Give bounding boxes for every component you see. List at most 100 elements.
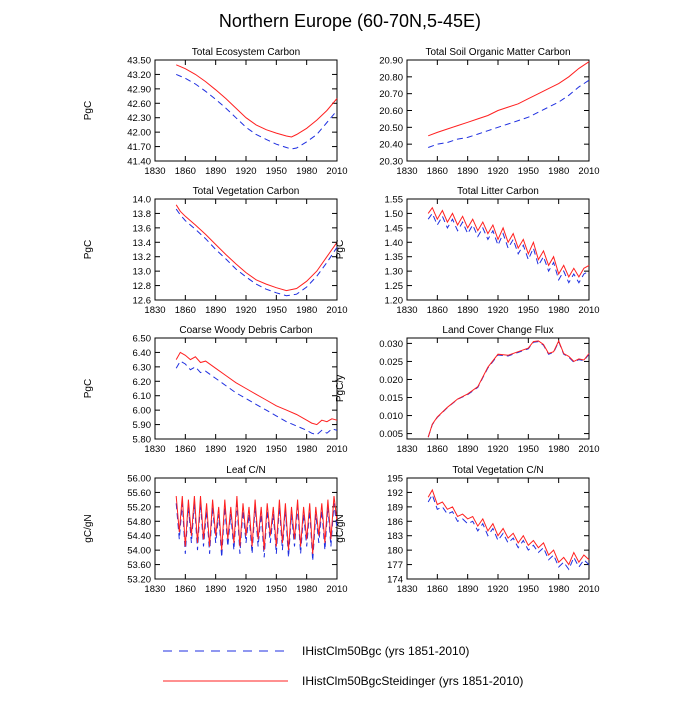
- x-tick-label: 1860: [427, 584, 448, 595]
- x-tick-label: 1890: [205, 444, 226, 455]
- x-tick-label: 1890: [205, 305, 226, 316]
- series-line-bgc: [427, 212, 590, 284]
- y-tick-label: 6.50: [133, 334, 152, 345]
- y-tick-label: 43.20: [127, 70, 151, 81]
- x-tick-label: 2010: [326, 584, 347, 595]
- legend-label-steidinger: IHistClm50BgcSteidinger (yrs 1851-2010): [302, 674, 523, 688]
- y-axis-label: gC/gN: [83, 514, 94, 542]
- panel-title: Land Cover Change Flux: [442, 325, 553, 336]
- y-tick-label: 14.0: [133, 195, 152, 206]
- y-tick-label: 6.40: [133, 348, 152, 359]
- y-tick-label: 1.30: [385, 267, 404, 278]
- panel-8: Total Vegetation C/N 1830 1860 1890 1920 1950…: [335, 465, 600, 595]
- x-tick-label: 1980: [548, 584, 569, 595]
- x-tick-label: 1890: [457, 584, 478, 595]
- x-tick-label: 1950: [518, 305, 539, 316]
- plot-frame: [406, 198, 590, 301]
- x-tick-label: 1830: [396, 166, 417, 177]
- y-tick-label: 1.55: [385, 195, 404, 206]
- y-tick-label: 43.50: [127, 56, 151, 67]
- series-line-bgc: [428, 79, 590, 148]
- series-line-bgc: [175, 360, 338, 436]
- y-tick-label: 13.4: [133, 238, 152, 249]
- y-tick-label: 12.8: [133, 281, 152, 292]
- y-tick-label: 13.8: [133, 209, 152, 220]
- x-tick-label: 1950: [518, 584, 539, 595]
- x-tick-label: 1950: [266, 305, 287, 316]
- panels: Total Ecosystem Carbon 1830 1860 1890 1920 19…: [83, 47, 600, 595]
- y-tick-label: 0.010: [379, 411, 403, 422]
- x-tick-label: 1830: [396, 444, 417, 455]
- y-tick-label: 6.20: [133, 377, 152, 388]
- y-tick-label: 0.030: [379, 339, 403, 350]
- y-tick-label: 13.6: [133, 223, 152, 234]
- panel-title: Total Ecosystem Carbon: [192, 47, 300, 58]
- y-tick-label: 180: [387, 546, 403, 557]
- series-line-steidinger: [427, 339, 590, 438]
- y-tick-label: 20.40: [379, 140, 403, 151]
- y-tick-label: 5.80: [133, 435, 152, 446]
- series-line-steidinger: [428, 61, 590, 137]
- y-tick-label: 1.40: [385, 238, 404, 249]
- y-tick-label: 20.60: [379, 106, 403, 117]
- plot-frame: [154, 198, 338, 301]
- y-tick-label: 41.70: [127, 142, 151, 153]
- y-tick-label: 55.60: [127, 488, 151, 499]
- y-tick-label: 20.70: [379, 89, 403, 100]
- x-tick-label: 2010: [326, 305, 347, 316]
- x-tick-label: 1980: [296, 584, 317, 595]
- y-tick-label: 6.30: [133, 362, 152, 373]
- y-tick-label: 1.50: [385, 209, 404, 220]
- x-tick-label: 1830: [396, 305, 417, 316]
- x-tick-label: 1920: [235, 444, 256, 455]
- x-tick-label: 1980: [296, 444, 317, 455]
- x-tick-label: 2010: [578, 444, 599, 455]
- x-tick-label: 1920: [235, 166, 256, 177]
- y-axis-label: PgC: [83, 379, 94, 398]
- x-tick-label: 1860: [175, 444, 196, 455]
- series-line-steidinger: [427, 206, 590, 278]
- y-tick-label: 13.2: [133, 252, 152, 263]
- y-tick-label: 56.00: [127, 474, 151, 485]
- x-tick-label: 1920: [235, 584, 256, 595]
- y-tick-label: 54.00: [127, 546, 151, 557]
- y-tick-label: 42.90: [127, 84, 151, 95]
- x-tick-label: 1890: [457, 166, 478, 177]
- y-axis-label: PgC: [83, 101, 94, 120]
- y-tick-label: 20.80: [379, 72, 403, 83]
- x-tick-label: 2010: [578, 305, 599, 316]
- x-tick-label: 1920: [235, 305, 256, 316]
- plot-frame: [154, 59, 338, 162]
- y-tick-label: 54.40: [127, 531, 151, 542]
- panel-title: Total Vegetation Carbon: [193, 186, 300, 197]
- panel-title: Leaf C/N: [226, 465, 265, 476]
- x-tick-label: 1830: [144, 305, 165, 316]
- plot-frame: [154, 477, 338, 580]
- y-tick-label: 1.45: [385, 223, 404, 234]
- series-line-steidinger: [427, 488, 590, 566]
- y-tick-label: 42.30: [127, 113, 151, 124]
- panel-title: Coarse Woody Debris Carbon: [179, 325, 312, 336]
- y-axis-label: PgC/y: [335, 375, 346, 402]
- y-tick-label: 1.20: [385, 296, 404, 307]
- y-tick-label: 12.6: [133, 296, 152, 307]
- y-tick-label: 6.10: [133, 391, 152, 402]
- y-tick-label: 186: [387, 517, 403, 528]
- series-line-steidinger: [175, 351, 338, 426]
- x-tick-label: 1980: [296, 305, 317, 316]
- x-tick-label: 1950: [266, 584, 287, 595]
- x-tick-label: 1860: [175, 166, 196, 177]
- x-tick-label: 1950: [266, 444, 287, 455]
- y-tick-label: 20.50: [379, 123, 403, 134]
- panel-7: Leaf C/N 1830 1860 1890 1920 1950 1980 2010 53.2…: [83, 465, 348, 595]
- y-tick-label: 0.005: [379, 429, 403, 440]
- panel-title: Total Soil Organic Matter Carbon: [425, 47, 570, 58]
- panel-6: Land Cover Change Flux 1830 1860 1890 1920 19…: [335, 325, 600, 455]
- legend-label-bgc: IHistClm50Bgc (yrs 1851-2010): [302, 644, 469, 658]
- series-line-bgc: [175, 208, 338, 297]
- y-tick-label: 195: [387, 474, 403, 485]
- x-tick-label: 1920: [487, 444, 508, 455]
- series-line-steidinger: [176, 64, 338, 138]
